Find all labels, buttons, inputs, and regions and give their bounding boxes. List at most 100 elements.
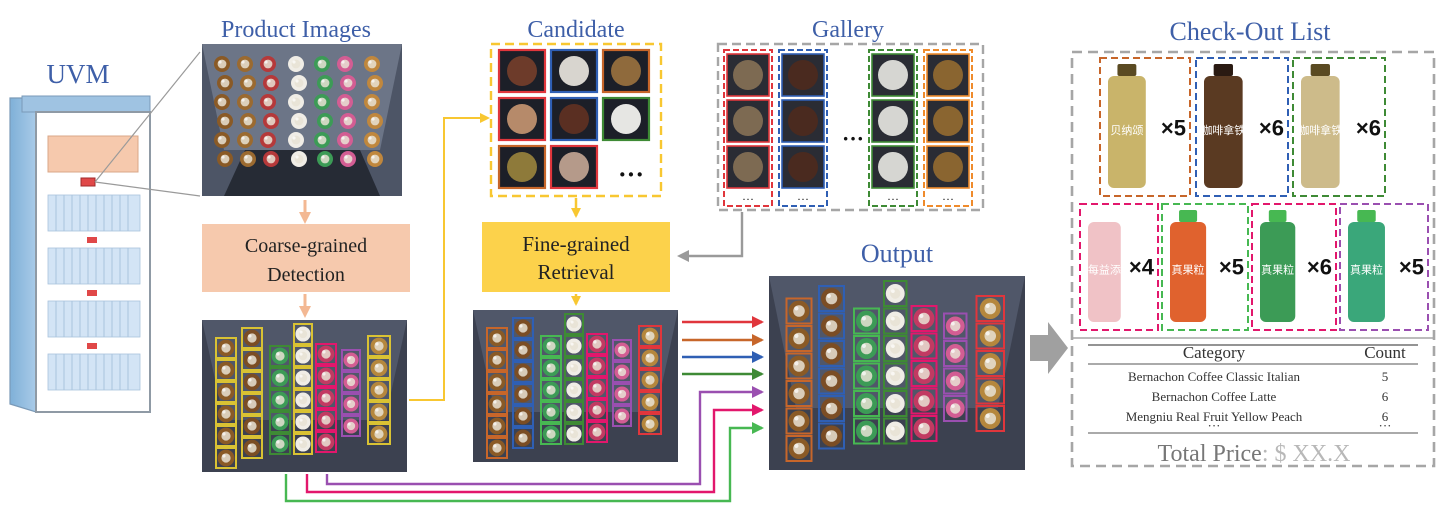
detection-box bbox=[586, 421, 608, 443]
arrow-output-to-checkout bbox=[1030, 322, 1068, 374]
gallery-tile-item bbox=[878, 152, 908, 182]
detection-box bbox=[293, 367, 313, 389]
detected-item bbox=[317, 345, 335, 363]
detection-box bbox=[612, 339, 632, 361]
detected-item bbox=[317, 367, 335, 385]
detected-item bbox=[566, 426, 582, 442]
detected-item bbox=[979, 380, 1001, 402]
gallery-tile-border bbox=[871, 145, 915, 189]
detection-box bbox=[910, 387, 938, 415]
detected-item bbox=[295, 414, 311, 430]
detection-box bbox=[540, 379, 562, 401]
bottle-caption: 咖啡拿铁 bbox=[1298, 123, 1342, 137]
detected-item bbox=[343, 352, 359, 368]
bottle-caption: 咖啡拿铁 bbox=[1201, 123, 1245, 137]
output-boxes bbox=[785, 280, 1005, 462]
detected-item bbox=[317, 411, 335, 429]
detection-box bbox=[540, 357, 562, 379]
detection-box bbox=[269, 433, 291, 455]
detection-box bbox=[638, 369, 662, 391]
detected-item bbox=[542, 381, 560, 399]
detection-box bbox=[785, 380, 813, 407]
detection-box bbox=[564, 357, 584, 379]
checkout-product: 咖啡拿铁 ×6 bbox=[1195, 57, 1289, 197]
candidate-tile-item bbox=[507, 152, 537, 182]
detected-item bbox=[979, 298, 1001, 319]
photo-can bbox=[314, 94, 330, 110]
detected-item bbox=[295, 326, 311, 342]
detection-box bbox=[638, 391, 662, 413]
bottle-body bbox=[1108, 76, 1146, 188]
checkout-product: 真果粒 ×5 bbox=[1339, 203, 1429, 331]
detected-item bbox=[945, 316, 965, 336]
total-price: Total Price: $ XX.X bbox=[1158, 441, 1351, 467]
photo-can bbox=[364, 94, 380, 110]
candidate-tile-border bbox=[497, 48, 547, 94]
gallery-tile-item bbox=[878, 106, 908, 136]
bottle-caption: 真果粒 bbox=[1261, 262, 1294, 276]
candidate-tile-item bbox=[559, 104, 589, 134]
checkout-product: 咖啡拿铁 ×6 bbox=[1292, 57, 1386, 197]
detected-item bbox=[885, 339, 905, 358]
detection-box bbox=[215, 359, 237, 381]
detection-box bbox=[215, 425, 237, 447]
candidate-tile-border bbox=[549, 48, 599, 94]
checkout-product-count: ×6 bbox=[1356, 115, 1381, 140]
coarse-detection-boxes bbox=[215, 323, 391, 469]
gallery-tile-item bbox=[878, 60, 908, 90]
detection-box bbox=[910, 415, 938, 442]
photo-can bbox=[317, 75, 333, 91]
gallery-tile-border bbox=[781, 99, 825, 143]
detection-box bbox=[486, 415, 508, 437]
detection-box bbox=[215, 337, 237, 359]
detected-item bbox=[217, 361, 235, 379]
detection-box bbox=[818, 285, 845, 312]
detected-item bbox=[641, 327, 659, 345]
detected-item bbox=[856, 338, 877, 359]
photo-can bbox=[367, 151, 383, 167]
total-price-value: : $ XX.X bbox=[1262, 441, 1351, 467]
detection-box bbox=[564, 401, 584, 423]
shelf-tags bbox=[87, 237, 97, 349]
detected-item bbox=[370, 425, 388, 443]
detected-item bbox=[588, 423, 606, 441]
detection-box bbox=[943, 340, 968, 367]
detection-box bbox=[241, 371, 263, 393]
detected-item bbox=[821, 425, 842, 447]
bottle-cap bbox=[1117, 64, 1137, 76]
detected-item bbox=[243, 439, 261, 457]
detection-box bbox=[564, 335, 584, 357]
detected-item bbox=[566, 360, 582, 376]
detected-item bbox=[641, 393, 659, 411]
photo-can bbox=[214, 94, 230, 110]
detected-item bbox=[641, 415, 659, 433]
detected-item bbox=[217, 383, 235, 401]
detected-item bbox=[566, 382, 582, 398]
detected-item bbox=[588, 335, 606, 353]
photo-can bbox=[364, 132, 380, 148]
detection-box bbox=[638, 325, 662, 347]
table-cell-count: 5 bbox=[1382, 369, 1389, 384]
detected-item bbox=[788, 328, 810, 349]
bottle-caption: 每益添 bbox=[1088, 262, 1121, 276]
detection-box bbox=[612, 361, 632, 383]
bottle-caption: 贝纳颂 bbox=[1110, 124, 1143, 137]
photo-can bbox=[237, 94, 253, 110]
detection-box bbox=[975, 405, 1005, 432]
detection-box bbox=[910, 305, 938, 332]
checkout-product: 每益添 ×4 bbox=[1079, 203, 1159, 331]
detection-box bbox=[910, 360, 938, 387]
detection-box bbox=[975, 322, 1005, 350]
detected-item bbox=[856, 365, 877, 387]
detection-box bbox=[638, 347, 662, 369]
detected-item bbox=[614, 342, 630, 358]
detection-box bbox=[512, 405, 534, 427]
photo-can bbox=[214, 132, 230, 148]
gallery-column-frame bbox=[723, 49, 773, 207]
checkout-product-count: ×4 bbox=[1129, 255, 1155, 280]
detection-box bbox=[241, 415, 263, 437]
photo-can bbox=[291, 151, 307, 167]
checkout-product: 真果粒 ×5 bbox=[1161, 203, 1249, 331]
detected-item bbox=[821, 370, 842, 392]
detected-item bbox=[979, 325, 1001, 347]
